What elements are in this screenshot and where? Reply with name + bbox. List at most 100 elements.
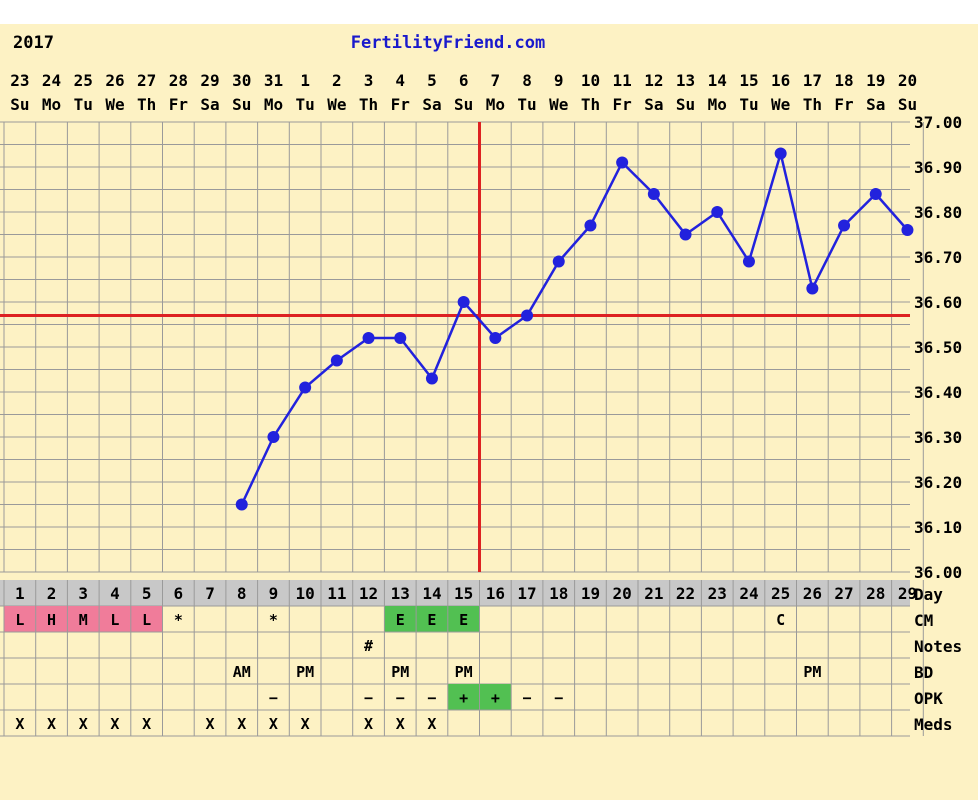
cycle-day-label: 6: [174, 584, 184, 603]
row-cell: −: [554, 689, 563, 707]
row-cell: L: [142, 611, 151, 629]
weekday-label: Sa: [866, 95, 885, 114]
top-white-strip: [0, 0, 978, 24]
day-headers: 23Su24Mo25Tu26We27Th28Fr29Sa30Su31Mo1Tu2…: [10, 71, 917, 114]
temperature-point: [679, 228, 692, 241]
coverline-and-ovulation: [0, 122, 910, 572]
y-axis: 36.00 36.10 36.20 36.30 36.40 36.50 36.60 36.70…: [914, 113, 962, 582]
date-label: 13: [676, 71, 695, 90]
weekday-label: Mo: [42, 95, 61, 114]
row-cell: AM: [233, 663, 251, 681]
cycle-day-label: 17: [517, 584, 536, 603]
date-label: 3: [364, 71, 374, 90]
cycle-day-label: 9: [269, 584, 279, 603]
y-tick-label: 36.50: [914, 338, 962, 357]
temperature-point: [299, 381, 312, 394]
date-label: 28: [169, 71, 188, 90]
row-cell: H: [47, 611, 56, 629]
temperature-line: [240, 148, 909, 506]
weekday-label: Su: [898, 95, 917, 114]
temperature-point: [869, 188, 882, 200]
weekday-label: We: [105, 95, 124, 114]
date-label: 4: [395, 71, 405, 90]
weekday-label: Tu: [74, 95, 93, 114]
row-cell: X: [110, 715, 119, 733]
cycle-day-label: 24: [739, 584, 758, 603]
temperature-point: [552, 255, 565, 268]
temperature-point: [901, 224, 914, 236]
row-label: Meds: [914, 715, 953, 734]
cell-highlight: [35, 606, 68, 632]
y-tick-label: 36.70: [914, 248, 962, 267]
cell-highlight: [67, 606, 100, 632]
cycle-day-label: 11: [327, 584, 346, 603]
weekday-label: Fr: [391, 95, 410, 114]
row-cell: X: [206, 715, 215, 733]
weekday-label: Fr: [834, 95, 853, 114]
row-label: CM: [914, 611, 933, 630]
row-cell: X: [79, 715, 88, 733]
date-label: 25: [74, 71, 93, 90]
date-label: 9: [554, 71, 564, 90]
cycle-day-label: 15: [454, 584, 473, 603]
row-label: BD: [914, 663, 933, 682]
y-tick-label: 36.40: [914, 383, 962, 402]
cycle-day-label: 21: [644, 584, 663, 603]
temperature-series: [235, 147, 914, 511]
row-label: OPK: [914, 689, 943, 708]
weekday-label: Fr: [169, 95, 188, 114]
plot-grid: [0, 121, 924, 573]
y-tick-label: 36.30: [914, 428, 962, 447]
weekday-label: Mo: [264, 95, 283, 114]
row-cell: C: [776, 611, 785, 629]
weekday-label: Tu: [517, 95, 536, 114]
date-label: 26: [105, 71, 124, 90]
row-cell: X: [15, 715, 24, 733]
row-cell: −: [364, 689, 373, 707]
cell-highlight: [384, 606, 417, 632]
y-tick-label: 36.10: [914, 518, 962, 537]
row-label: Notes: [914, 637, 962, 656]
row-cell: −: [396, 689, 405, 707]
row-cell: X: [427, 715, 436, 733]
cell-highlight: [479, 684, 512, 710]
cycle-day-label: 22: [676, 584, 695, 603]
weekday-label: Sa: [200, 95, 219, 114]
cycle-day-label: 26: [803, 584, 822, 603]
temperature-point: [235, 498, 248, 511]
cell-highlight: [99, 606, 131, 632]
cycle-day-label: 5: [142, 584, 152, 603]
date-label: 20: [898, 71, 917, 90]
date-label: 19: [866, 71, 885, 90]
row-cell: L: [15, 611, 24, 629]
weekday-label: We: [771, 95, 790, 114]
temperature-point: [616, 156, 629, 169]
temperature-point: [489, 332, 502, 344]
cycle-day-label: 14: [422, 584, 441, 603]
cycle-day-label: 8: [237, 584, 247, 603]
weekday-label: We: [549, 95, 568, 114]
temperature-point: [267, 431, 280, 443]
weekday-label: Tu: [739, 95, 758, 114]
date-label: 10: [581, 71, 600, 90]
date-label: 7: [491, 71, 501, 90]
cycle-day-label: 4: [110, 584, 120, 603]
temperature-point: [838, 219, 851, 232]
cycle-day-label: 25: [771, 584, 790, 603]
chart-year: 2017: [13, 33, 54, 53]
date-label: 23: [10, 71, 29, 90]
row-cell: −: [427, 689, 436, 707]
y-tick-label: 36.00: [914, 563, 962, 582]
temperature-point: [742, 255, 755, 268]
data-rows: 1 2 3 4 5 6 7 8 9 10 11 12 13 14 15 16 17 18 19 20 21 22 23 24 2…: [0, 580, 962, 737]
row-cell: +: [491, 689, 500, 707]
date-label: 12: [644, 71, 663, 90]
row-cell: X: [269, 715, 278, 733]
cycle-day-label: 18: [549, 584, 568, 603]
cell-highlight: [416, 606, 448, 632]
row-cell: PM: [455, 663, 473, 681]
weekday-label: Sa: [422, 95, 441, 114]
cycle-day-label: 29: [898, 584, 917, 603]
temperature-point: [521, 309, 534, 322]
